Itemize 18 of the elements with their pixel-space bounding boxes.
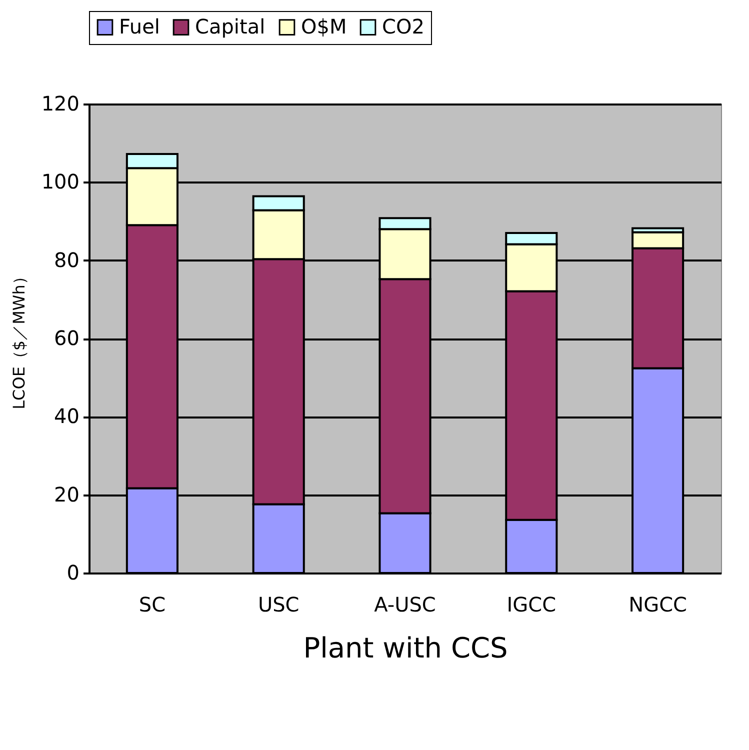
y-tick-label: 120 [41,92,80,116]
y-tick-label: 20 [54,482,80,506]
x-tick-label: SC [138,592,166,616]
y-tick-label: 40 [54,404,80,428]
x-tick-label: NGCC [628,592,687,616]
legend-label: CO2 [382,14,424,38]
x-tick-label: USC [258,592,300,616]
y-tick-label: 80 [54,248,80,272]
x-tick-label: IGCC [506,592,556,616]
legend-label: Fuel [119,14,160,38]
legend-label: Capital [195,14,266,38]
y-axis-title: LCOE（$／MWh） [9,268,28,410]
y-tick-label: 60 [54,326,80,350]
y-tick-label: 100 [41,170,80,194]
x-tick-label: A-USC [374,592,436,616]
x-axis-title: Plant with CCS [303,632,508,664]
y-tick-label: 0 [66,560,80,584]
legend-label: O$M [301,14,347,38]
